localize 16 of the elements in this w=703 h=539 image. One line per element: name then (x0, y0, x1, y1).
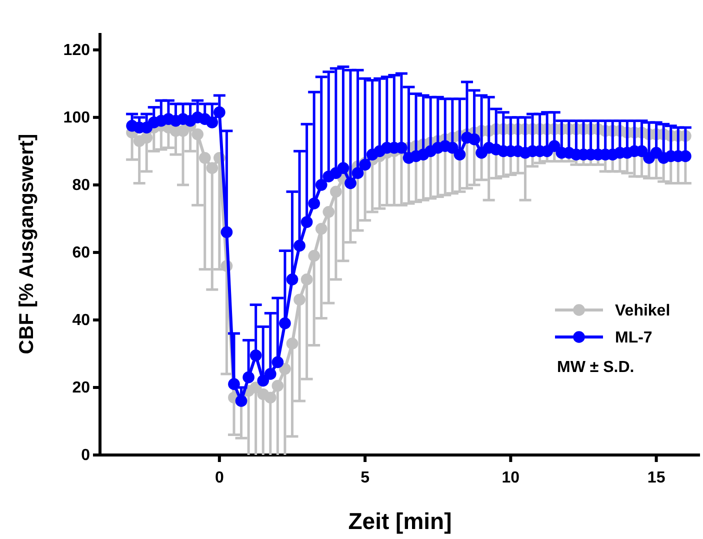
y-tick-label: 0 (81, 447, 90, 464)
legend-label: ML-7 (615, 330, 652, 347)
y-axis-title: CBF [% Ausgangswert] (16, 134, 38, 354)
y-tick-label: 80 (72, 177, 90, 194)
x-tick-label: 5 (360, 470, 370, 487)
y-tick-label: 60 (72, 244, 90, 262)
x-axis-title: Zeit [min] (348, 508, 452, 534)
legend-label: Vehikel (615, 302, 670, 320)
y-tick-label: 120 (63, 42, 90, 59)
x-tick-label: 15 (647, 470, 666, 487)
y-tick-label: 20 (72, 380, 90, 397)
y-tick-label: 100 (63, 110, 90, 127)
annotation: MW ± S.D. (557, 359, 634, 376)
y-tick-label: 40 (72, 312, 90, 330)
x-tick-label: 10 (502, 470, 520, 487)
x-tick-label: 0 (214, 470, 224, 487)
